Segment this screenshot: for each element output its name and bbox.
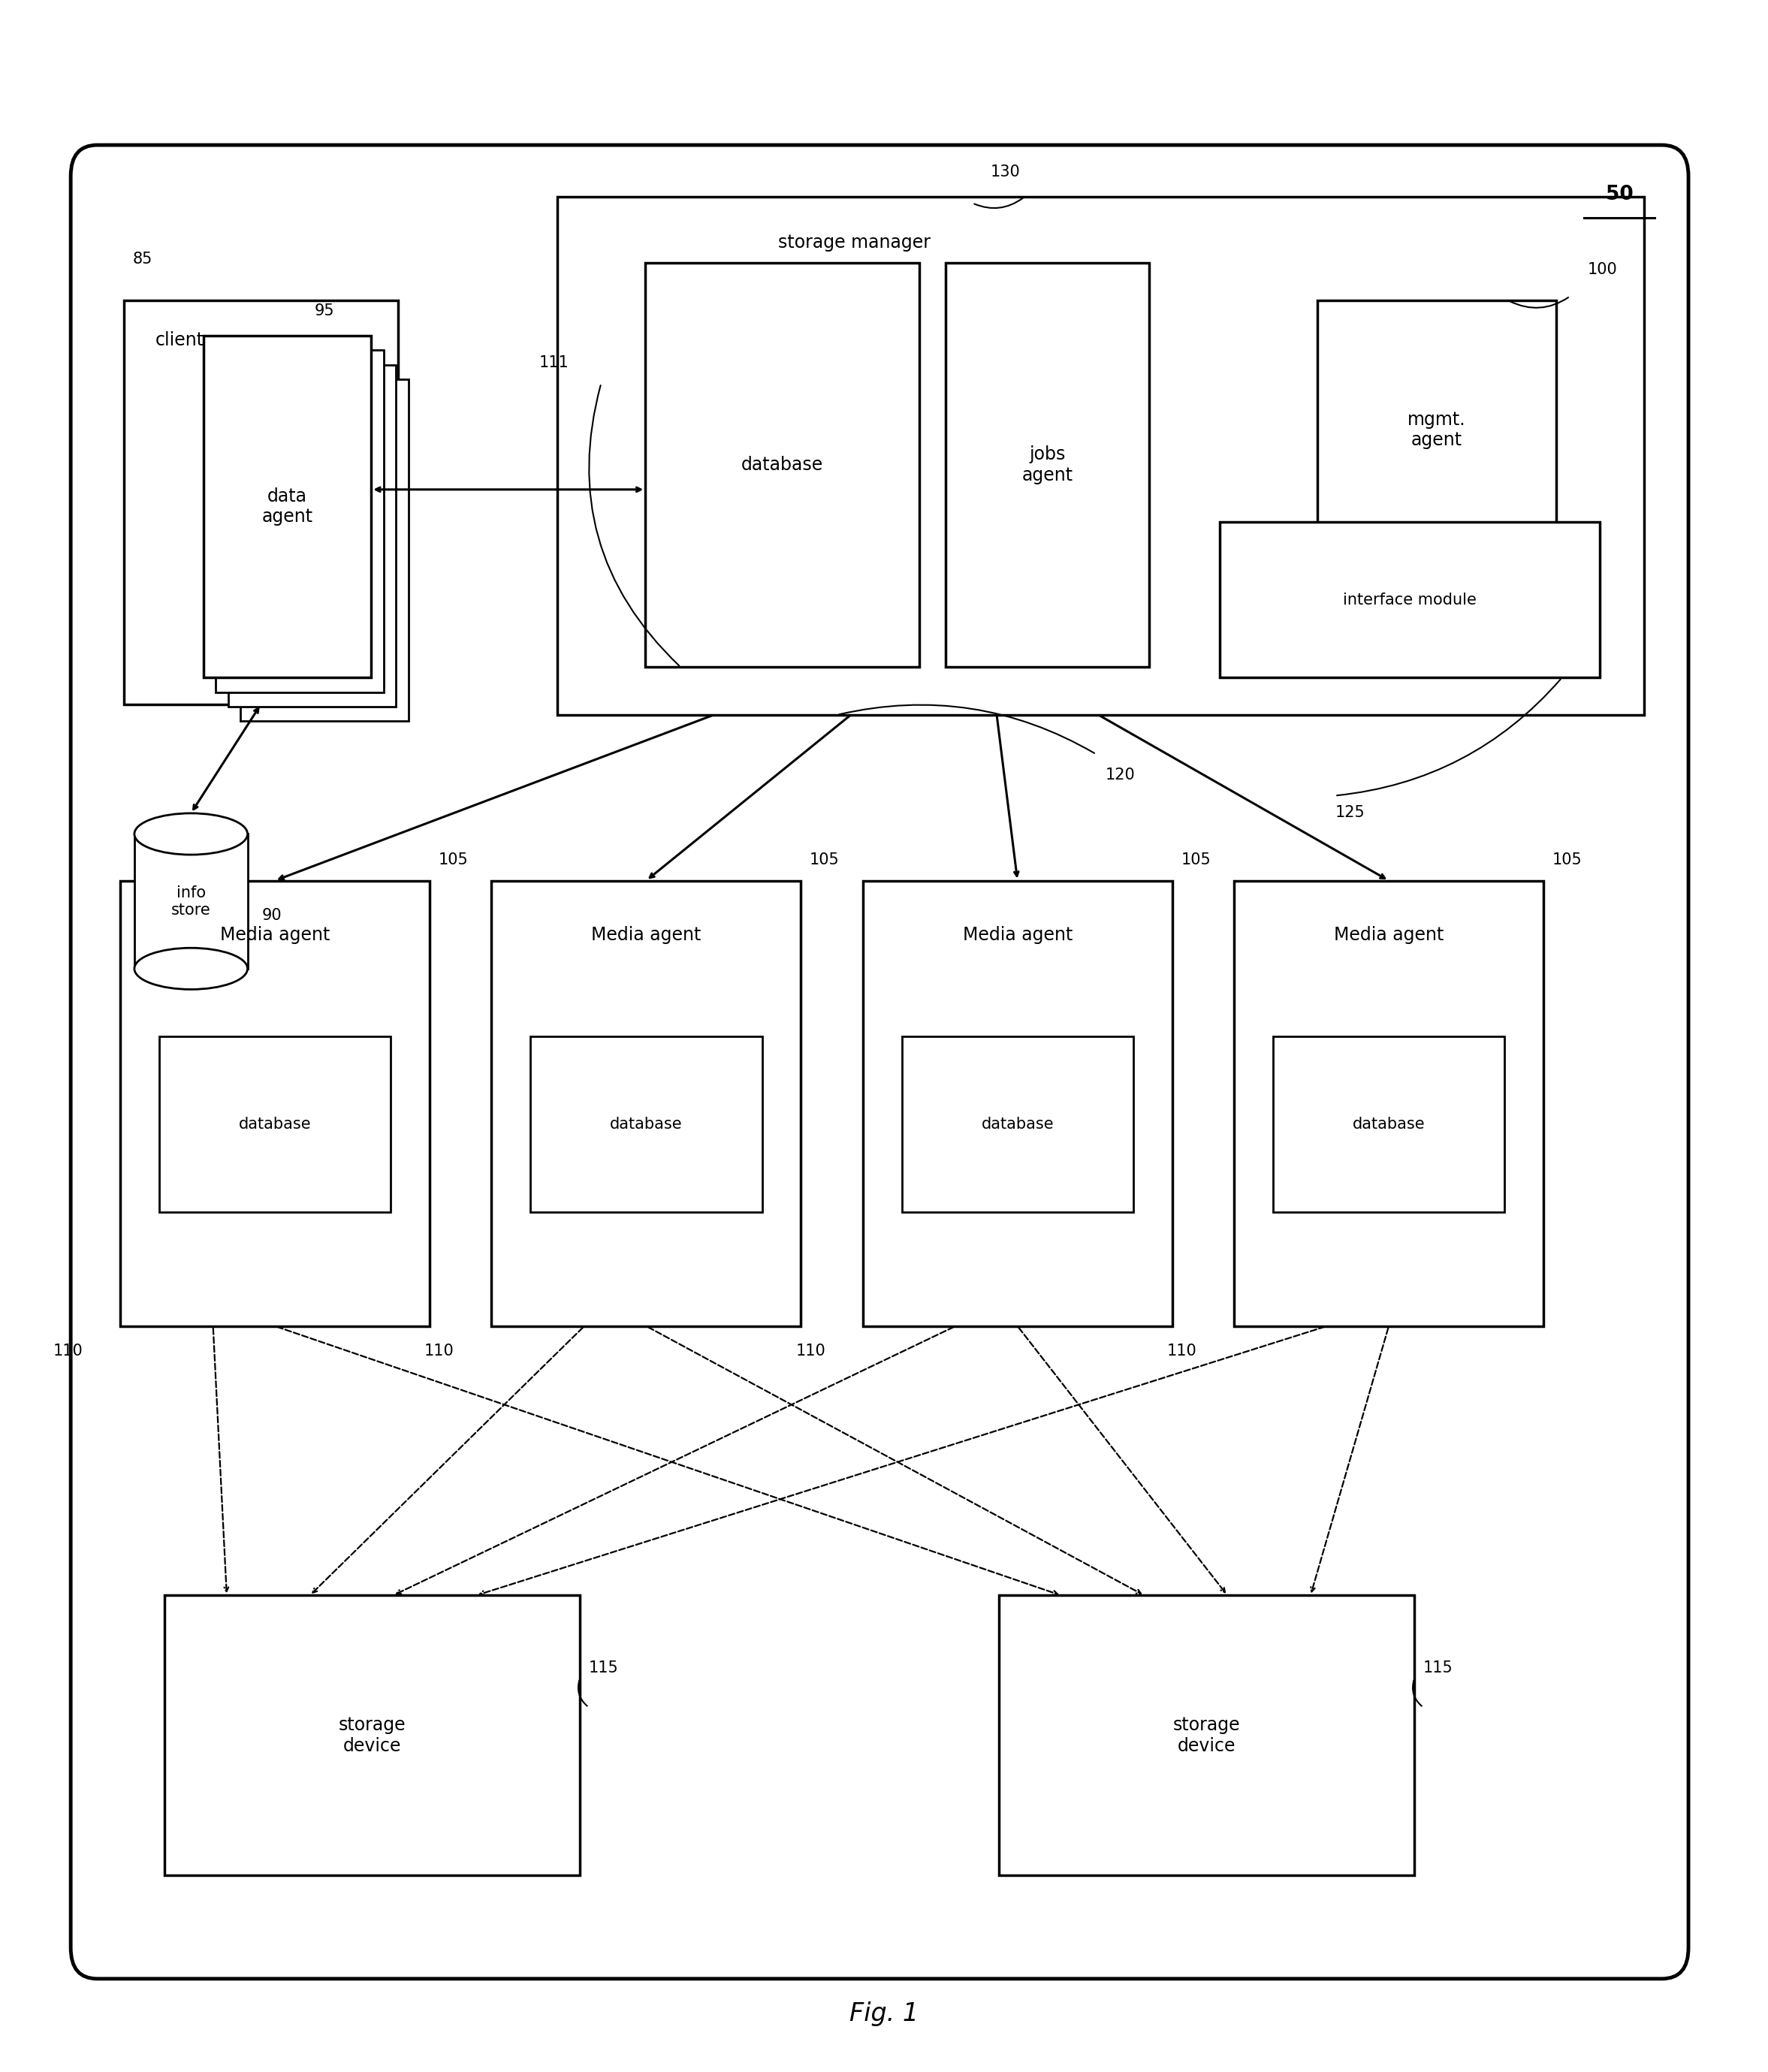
FancyBboxPatch shape (71, 145, 1688, 1979)
Text: client: client (156, 332, 205, 350)
Bar (645, 263, 919, 667)
Text: 110: 110 (424, 1343, 454, 1359)
Text: mgmt.
agent: mgmt. agent (1407, 410, 1466, 450)
Text: storage
device: storage device (1172, 1716, 1241, 1755)
Text: 85: 85 (133, 251, 152, 267)
Bar (492, 881, 801, 1326)
Text: 105: 105 (1181, 852, 1211, 868)
Bar (1273, 1036, 1505, 1212)
Bar (228, 365, 396, 707)
Text: 125: 125 (1335, 804, 1365, 821)
Bar (164, 1595, 580, 1875)
Bar (159, 1036, 391, 1212)
Bar (240, 379, 408, 721)
Text: database: database (741, 456, 824, 474)
Bar (203, 336, 371, 678)
Text: database: database (610, 1117, 682, 1131)
Bar (134, 835, 248, 970)
Text: data
agent: data agent (262, 487, 313, 526)
Ellipse shape (134, 814, 248, 856)
Text: 130: 130 (990, 164, 1020, 180)
Text: 50: 50 (1605, 184, 1634, 205)
Text: Media agent: Media agent (219, 926, 331, 945)
Text: 115: 115 (589, 1660, 619, 1676)
Text: database: database (239, 1117, 311, 1131)
Bar (530, 1036, 762, 1212)
Text: 115: 115 (1423, 1660, 1453, 1676)
Bar (1220, 522, 1600, 678)
Ellipse shape (134, 949, 248, 988)
Text: 90: 90 (262, 908, 281, 924)
Text: 100: 100 (1588, 261, 1618, 278)
Bar (120, 881, 430, 1326)
Text: storage manager: storage manager (778, 234, 930, 251)
Text: Media agent: Media agent (1333, 926, 1444, 945)
Text: 111: 111 (539, 354, 569, 371)
Text: 105: 105 (810, 852, 840, 868)
Text: database: database (1353, 1117, 1425, 1131)
Bar (902, 1036, 1133, 1212)
Bar (557, 197, 1644, 715)
Bar (1234, 881, 1543, 1326)
Text: database: database (981, 1117, 1054, 1131)
Text: 120: 120 (1105, 767, 1135, 783)
Text: Fig. 1: Fig. 1 (849, 2002, 919, 2026)
Text: 110: 110 (53, 1343, 83, 1359)
Text: 105: 105 (438, 852, 469, 868)
Text: 110: 110 (796, 1343, 826, 1359)
Text: 110: 110 (1167, 1343, 1197, 1359)
Bar (999, 1595, 1414, 1875)
Text: Media agent: Media agent (962, 926, 1073, 945)
Bar (863, 881, 1172, 1326)
Text: 105: 105 (1552, 852, 1582, 868)
Text: jobs
agent: jobs agent (1022, 445, 1073, 485)
Bar (216, 350, 384, 692)
Bar (946, 263, 1149, 667)
Bar (1317, 300, 1556, 559)
Text: 95: 95 (315, 303, 334, 319)
Text: info
store: info store (171, 885, 210, 918)
Text: interface module: interface module (1344, 593, 1476, 607)
Bar (124, 300, 398, 704)
Text: storage
device: storage device (338, 1716, 407, 1755)
Text: Media agent: Media agent (591, 926, 702, 945)
